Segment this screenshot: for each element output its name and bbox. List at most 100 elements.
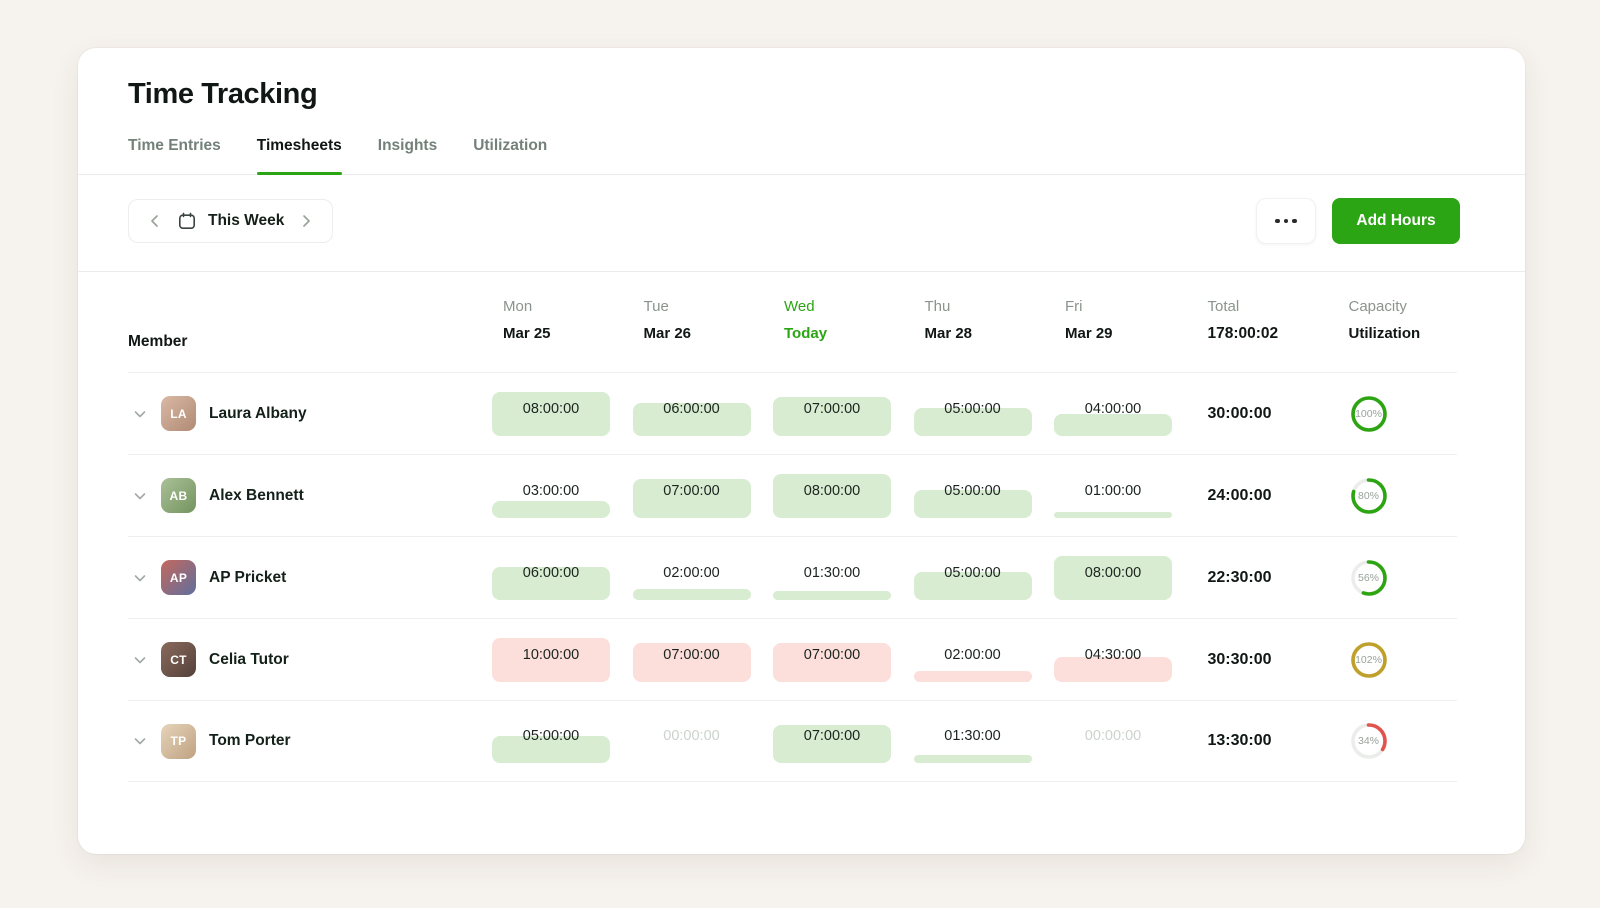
timesheet-cell[interactable]: 01:30:00 bbox=[773, 556, 891, 600]
calendar-icon bbox=[177, 211, 197, 231]
hours-fill-bar bbox=[632, 479, 751, 518]
day-cell-wrap: 05:00:00 bbox=[913, 474, 1055, 518]
timesheet-cell[interactable]: 04:30:00 bbox=[1054, 638, 1172, 682]
week-selector[interactable]: This Week bbox=[128, 199, 334, 243]
timesheet-cell[interactable]: 07:00:00 bbox=[632, 474, 751, 518]
member-cell: CT Celia Tutor bbox=[128, 642, 492, 677]
timesheet-cell[interactable]: 08:00:00 bbox=[773, 473, 891, 518]
capacity-cell: 80% bbox=[1337, 477, 1458, 515]
tab-timesheets[interactable]: Timesheets bbox=[256, 137, 342, 175]
day-label: Wed bbox=[784, 298, 815, 315]
timesheet-cell[interactable]: 07:00:00 bbox=[773, 638, 891, 682]
more-options-button[interactable] bbox=[1256, 198, 1316, 244]
day-cell-wrap: 07:00:00 bbox=[773, 392, 914, 436]
timesheet-cell[interactable]: 06:00:00 bbox=[492, 556, 610, 600]
day-cell-wrap: 07:00:00 bbox=[773, 719, 914, 763]
hours-fill-bar bbox=[1054, 512, 1172, 518]
cell-value: 00:00:00 bbox=[663, 728, 720, 744]
cell-value: 01:30:00 bbox=[944, 728, 1001, 744]
hours-fill-bar bbox=[773, 643, 891, 682]
timesheet-cell[interactable]: 08:00:00 bbox=[492, 391, 610, 436]
timesheet-cell[interactable]: 01:30:00 bbox=[913, 719, 1032, 763]
cell-value: 06:00:00 bbox=[522, 564, 580, 581]
day-cell-wrap: 03:00:00 bbox=[492, 474, 633, 518]
day-cell-wrap: 00:00:00 bbox=[633, 719, 774, 763]
chevron-down-icon[interactable] bbox=[129, 730, 151, 752]
cell-value: 08:00:00 bbox=[522, 400, 580, 417]
timesheet-cell[interactable]: 05:00:00 bbox=[492, 719, 610, 763]
utilization-ring: 34% bbox=[1350, 722, 1388, 760]
day-cell-wrap: 01:30:00 bbox=[773, 556, 914, 600]
chevron-down-icon[interactable] bbox=[129, 649, 151, 671]
tabbar-divider bbox=[78, 174, 1525, 175]
timesheet-cell[interactable]: 05:00:00 bbox=[913, 556, 1032, 600]
row-total: 13:30:00 bbox=[1207, 732, 1272, 749]
hours-fill-bar bbox=[1054, 413, 1172, 436]
date-label: Mar 28 bbox=[924, 325, 973, 342]
day-cell-wrap: 00:00:00 bbox=[1054, 719, 1195, 763]
cell-value: 05:00:00 bbox=[522, 728, 580, 744]
day-cell-wrap: 04:30:00 bbox=[1054, 638, 1195, 682]
utilization-ring: 80% bbox=[1350, 477, 1388, 515]
tab-insights[interactable]: Insights bbox=[377, 137, 438, 154]
day-cell-wrap: 08:00:00 bbox=[492, 391, 633, 436]
hours-fill-bar bbox=[913, 408, 1032, 436]
tab-time-entries[interactable]: Time Entries bbox=[128, 137, 221, 154]
day-label: Tue bbox=[643, 298, 669, 315]
member-name: Alex Bennett bbox=[209, 486, 304, 504]
cell-value: 08:00:00 bbox=[1084, 564, 1142, 581]
chevron-down-icon[interactable] bbox=[129, 485, 151, 507]
timesheet-cell[interactable]: 02:00:00 bbox=[632, 556, 751, 600]
hours-fill-bar bbox=[492, 391, 610, 436]
row-total: 22:30:00 bbox=[1207, 568, 1272, 586]
timesheet-cell[interactable]: 07:00:00 bbox=[632, 638, 751, 682]
utilization-percent: 34% bbox=[1357, 735, 1379, 747]
table-row: AB Alex Bennett 03:00:00 07:00:00 08:00:00… bbox=[128, 454, 1457, 536]
chevron-down-icon[interactable] bbox=[129, 403, 151, 425]
timesheet-cell[interactable]: 04:00:00 bbox=[1054, 392, 1172, 436]
capacity-column-header: Capacity Utilization bbox=[1337, 272, 1458, 372]
chevron-left-icon[interactable] bbox=[144, 210, 166, 232]
hours-fill-bar bbox=[1054, 656, 1172, 682]
timesheet-cell[interactable]: 06:00:00 bbox=[632, 392, 751, 436]
cell-value: 07:00:00 bbox=[803, 646, 861, 663]
timesheet-cell[interactable]: 05:00:00 bbox=[913, 474, 1032, 518]
row-total: 30:00:00 bbox=[1207, 404, 1272, 422]
timesheet-cell[interactable]: 07:00:00 bbox=[773, 392, 891, 436]
column-header-mon: Mon Mar 25 bbox=[492, 272, 633, 372]
member-cell: TP Tom Porter bbox=[128, 723, 492, 759]
day-cell-wrap: 07:00:00 bbox=[773, 638, 914, 682]
day-cells: 10:00:00 07:00:00 07:00:00 02:00:00 04:30:00 bbox=[492, 637, 1195, 682]
column-header-tue: Tue Mar 26 bbox=[633, 272, 774, 372]
day-cells: 05:00:00 00:00:00 07:00:00 01:30:00 00:00:00 bbox=[492, 719, 1195, 763]
timesheet-cell[interactable]: 08:00:00 bbox=[1054, 555, 1172, 600]
hours-fill-bar bbox=[913, 754, 1032, 763]
hours-fill-bar bbox=[773, 591, 891, 600]
avatar: AP bbox=[161, 560, 196, 595]
avatar: AB bbox=[161, 478, 196, 513]
table-body: LA Laura Albany 08:00:00 06:00:00 07:00:00… bbox=[78, 372, 1525, 782]
utilization-percent: 80% bbox=[1357, 489, 1379, 502]
day-cell-wrap: 08:00:00 bbox=[773, 473, 914, 518]
page-title: Time Tracking bbox=[128, 78, 318, 110]
timesheet-cell[interactable]: 01:00:00 bbox=[1054, 474, 1172, 518]
day-cell-wrap: 01:00:00 bbox=[1054, 474, 1195, 518]
total-label: Total bbox=[1207, 298, 1240, 315]
avatar: LA bbox=[161, 396, 196, 431]
tab-utilization[interactable]: Utilization bbox=[473, 137, 548, 154]
timesheet-cell[interactable]: 07:00:00 bbox=[773, 719, 891, 763]
chevron-right-icon[interactable] bbox=[295, 210, 317, 232]
utilization-ring: 102% bbox=[1350, 641, 1388, 679]
cell-value: 03:00:00 bbox=[522, 482, 580, 499]
timesheet-cell[interactable]: 02:00:00 bbox=[913, 638, 1032, 682]
chevron-down-icon[interactable] bbox=[129, 567, 151, 589]
timesheet-cell[interactable]: 00:00:00 bbox=[1054, 719, 1172, 763]
timesheet-cell[interactable]: 05:00:00 bbox=[913, 392, 1032, 436]
member-name: Celia Tutor bbox=[209, 650, 289, 668]
timesheet-cell[interactable]: 03:00:00 bbox=[492, 474, 610, 518]
timesheet-cell[interactable]: 00:00:00 bbox=[633, 719, 751, 763]
capacity-cell: 102% bbox=[1337, 641, 1458, 679]
toolbar-actions: Add Hours bbox=[1256, 198, 1460, 244]
add-hours-button[interactable]: Add Hours bbox=[1332, 198, 1460, 244]
timesheet-cell[interactable]: 10:00:00 bbox=[492, 637, 610, 682]
